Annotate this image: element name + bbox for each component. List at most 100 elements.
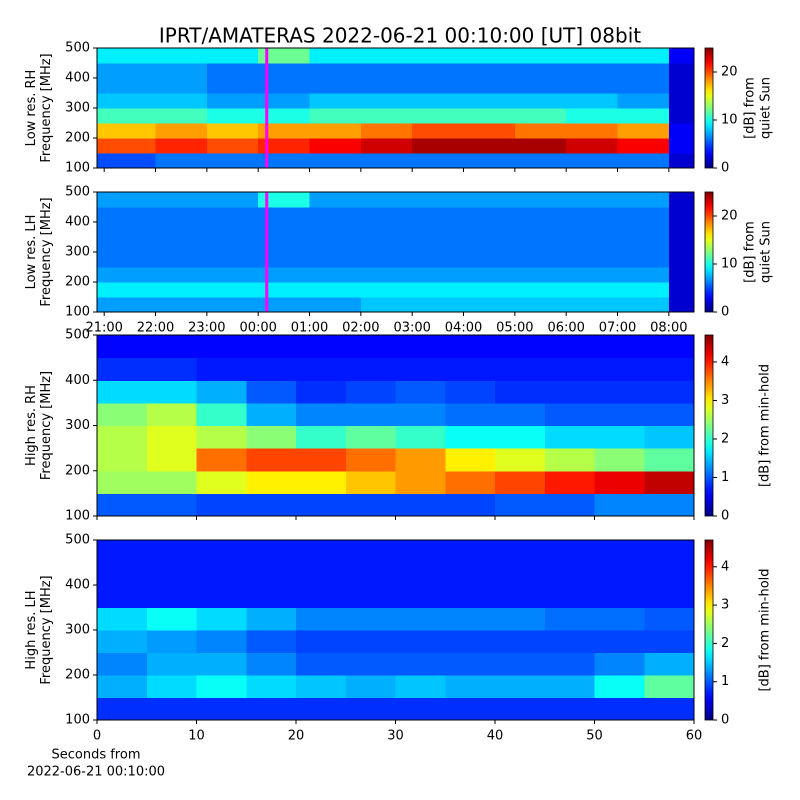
heatmap-cell [463,252,516,268]
heatmap-cell [445,493,496,516]
heatmap-cell [258,93,311,109]
heatmap-cell [309,63,362,79]
heatmap-cell [155,153,208,168]
heatmap-cell [206,297,259,312]
heatmap-cell [206,78,259,94]
heatmap-cell [445,380,496,404]
heatmap-cell [495,675,546,698]
colorbar-label: [dB] from [743,221,758,283]
heatmap-cell [463,207,516,223]
heatmap-cell [258,192,311,208]
heatmap-cell [97,425,148,449]
heatmap-cell [617,282,670,298]
heatmap-cell [97,63,157,79]
x-tick-label: 23:00 [188,321,225,336]
colorbar-tick-label: 3 [721,393,729,408]
heatmap-cell [258,207,311,223]
heatmap-cell [258,267,311,283]
heatmap-cell [544,357,595,381]
heatmap-cell [309,123,362,139]
heatmap-cell [146,425,197,449]
heatmap-cell [296,652,347,676]
heatmap-cell [617,252,670,268]
heatmap-cell [412,297,465,312]
x-tick-label: 06:00 [547,321,584,336]
heatmap-cell [97,540,148,563]
heatmap-cell [258,222,311,238]
heatmap-cell [97,493,148,516]
heatmap-cell [617,207,670,223]
x-tick-label: 04:00 [445,321,482,336]
heatmap-cell [668,63,694,79]
heatmap-cell [566,192,619,208]
heatmap-cell [309,138,362,154]
heatmap-cell [544,425,595,449]
heatmap-cell [97,48,157,64]
colorbar-tick-label: 10 [721,257,738,272]
heatmap-cell [617,123,670,139]
y-tick-label: 200 [65,275,90,290]
heatmap-cell [514,63,567,79]
heatmap-cell [246,630,297,653]
heatmap-cell [514,138,567,154]
heatmap-cell [445,425,496,449]
heatmap-cell [668,123,694,139]
x-axis-label: 2022-06-21 00:10:00 [27,765,165,780]
heatmap-cell [155,138,208,154]
heatmap-cell [246,585,297,608]
heatmap-cell [206,93,259,109]
heatmap-cell [668,93,694,109]
heatmap-cell [309,222,362,238]
heatmap-cell [495,402,546,426]
heatmap-cell [345,652,396,676]
heatmap-cell [146,493,197,516]
heatmap-cell [206,63,259,79]
heatmap-cell [668,282,694,298]
heatmap-cell [97,123,157,139]
heatmap-cell [146,402,197,426]
heatmap-cell [544,630,595,653]
y-tick-label: 100 [65,509,90,524]
heatmap-cell [246,493,297,516]
x-tick-label: 21:00 [85,321,122,336]
x-tick-label: 0 [93,729,101,744]
heatmap-cell [668,138,694,154]
heatmap-cell [412,267,465,283]
heatmap-cell [395,697,446,720]
heatmap-cell [97,138,157,154]
heatmap-cell [360,252,413,268]
heatmap-cell [97,282,157,298]
heatmap-cell [594,335,645,359]
y-tick-label: 500 [65,185,90,200]
heatmap-cell [97,153,157,168]
heatmap-cell [97,237,157,253]
heatmap-cell [495,652,546,676]
heatmap-cell [246,607,297,631]
heatmap-cell [395,425,446,449]
heatmap-cell [360,153,413,168]
heatmap-cell [196,402,247,426]
heatmap-cell [463,108,516,124]
heatmap-cell [155,222,208,238]
heatmap-cell [412,252,465,268]
heatmap-cell [544,652,595,676]
x-tick-label: 40 [487,729,504,744]
y-tick-label: 300 [65,101,90,116]
heatmap-cell [296,470,347,494]
heatmap-cell [495,562,546,586]
heatmap-cell [514,282,567,298]
heatmap-cell [644,675,694,698]
heatmap-cell [544,540,595,563]
heatmap-cell [246,562,297,586]
y-tick-label: 400 [65,215,90,230]
heatmap-cell [309,153,362,168]
heatmap-cell [246,652,297,676]
heatmap-cell [258,48,311,64]
heatmap-cell [258,108,311,124]
heatmap-cell [309,237,362,253]
heatmap-cell [258,63,311,79]
heatmap-cell [445,585,496,608]
heatmap-cell [155,78,208,94]
y-tick-label: 300 [65,245,90,260]
heatmap-cell [644,562,694,586]
